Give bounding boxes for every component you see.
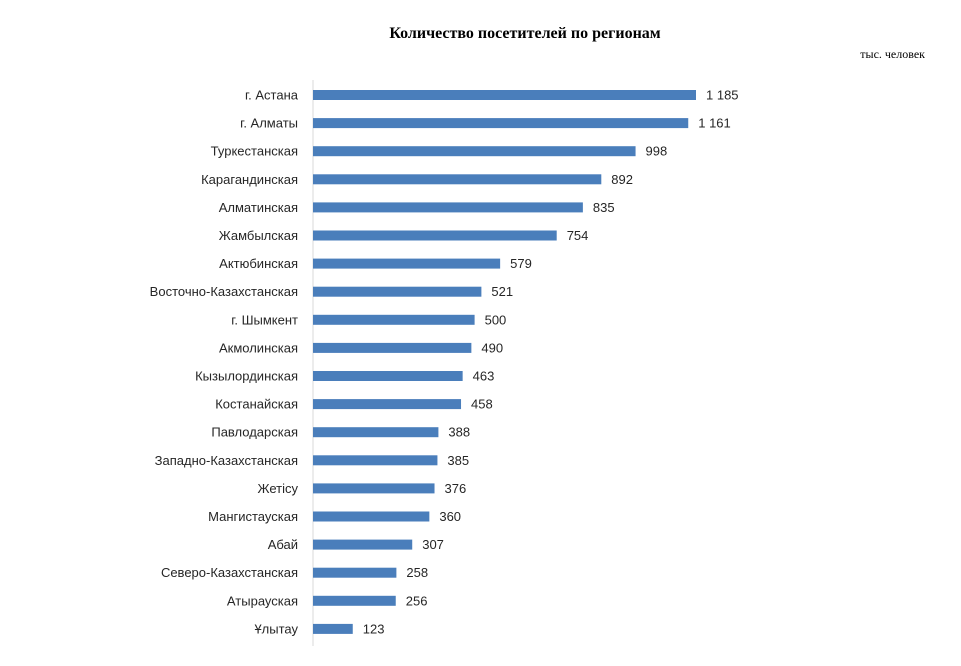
category-label: Актюбинская: [219, 256, 298, 271]
category-label: Мангистауская: [208, 509, 298, 524]
category-label: Акмолинская: [219, 340, 298, 355]
value-label: 754: [567, 228, 589, 243]
bar: [313, 202, 583, 213]
bars-layer: г. Астана 1 185 г. Алматы 1 161 Туркестанска…: [150, 80, 739, 646]
bar: [313, 90, 696, 100]
value-label: 1 161: [698, 116, 731, 131]
value-label: 458: [471, 397, 493, 412]
bar: [313, 567, 397, 578]
value-label: 307: [422, 537, 444, 552]
unit-label: тыс. человек: [860, 47, 925, 61]
value-label: 579: [510, 256, 532, 271]
bar: [313, 371, 463, 381]
bar: [313, 455, 438, 466]
bar: [313, 342, 472, 353]
value-label: 376: [445, 481, 467, 496]
chart-title: Количество посетителей по регионам: [389, 25, 661, 42]
category-label: Костанайская: [215, 397, 298, 412]
category-label: Туркестанская: [211, 144, 298, 159]
value-label: 521: [491, 284, 513, 299]
value-label: 892: [611, 172, 633, 187]
bar: [313, 623, 353, 634]
bar: [313, 118, 689, 129]
category-label: Алматинская: [219, 200, 298, 215]
value-label: 1 185: [706, 88, 739, 103]
value-label: 500: [485, 312, 507, 327]
category-label: г. Алматы: [240, 116, 298, 131]
bar: [313, 174, 602, 185]
bar: [313, 595, 396, 606]
bar: [313, 399, 462, 410]
bar: [313, 483, 435, 494]
value-label: 258: [406, 565, 428, 580]
category-label: Павлодарская: [211, 425, 298, 440]
value-label: 385: [447, 453, 469, 468]
bar: [313, 511, 430, 522]
category-label: Западно-Казахстанская: [155, 453, 298, 468]
category-label: Атырауская: [227, 593, 298, 608]
category-label: Кызылординская: [195, 369, 298, 384]
value-label: 123: [363, 621, 385, 636]
value-label: 388: [448, 425, 470, 440]
category-label: Жамбылская: [219, 228, 298, 243]
category-label: Жетісу: [258, 481, 299, 496]
value-label: 490: [481, 340, 503, 355]
bar: [313, 539, 413, 550]
value-label: 256: [406, 593, 428, 608]
value-label: 835: [593, 200, 615, 215]
bar: [313, 258, 501, 269]
bar: [313, 230, 557, 241]
category-label: Абай: [268, 537, 298, 552]
value-label: 463: [473, 369, 495, 384]
bar: [313, 146, 636, 157]
category-label: Северо-Казахстанская: [161, 565, 298, 580]
bar: [313, 427, 439, 438]
category-label: Восточно-Казахстанская: [150, 284, 298, 299]
bar: [313, 286, 482, 297]
bar: [313, 314, 475, 325]
category-label: г. Шымкент: [231, 312, 298, 327]
category-label: Карагандинская: [201, 172, 298, 187]
category-label: Ұлытау: [254, 621, 298, 636]
value-label: 360: [439, 509, 461, 524]
value-label: 998: [646, 144, 668, 159]
category-label: г. Астана: [245, 88, 299, 103]
